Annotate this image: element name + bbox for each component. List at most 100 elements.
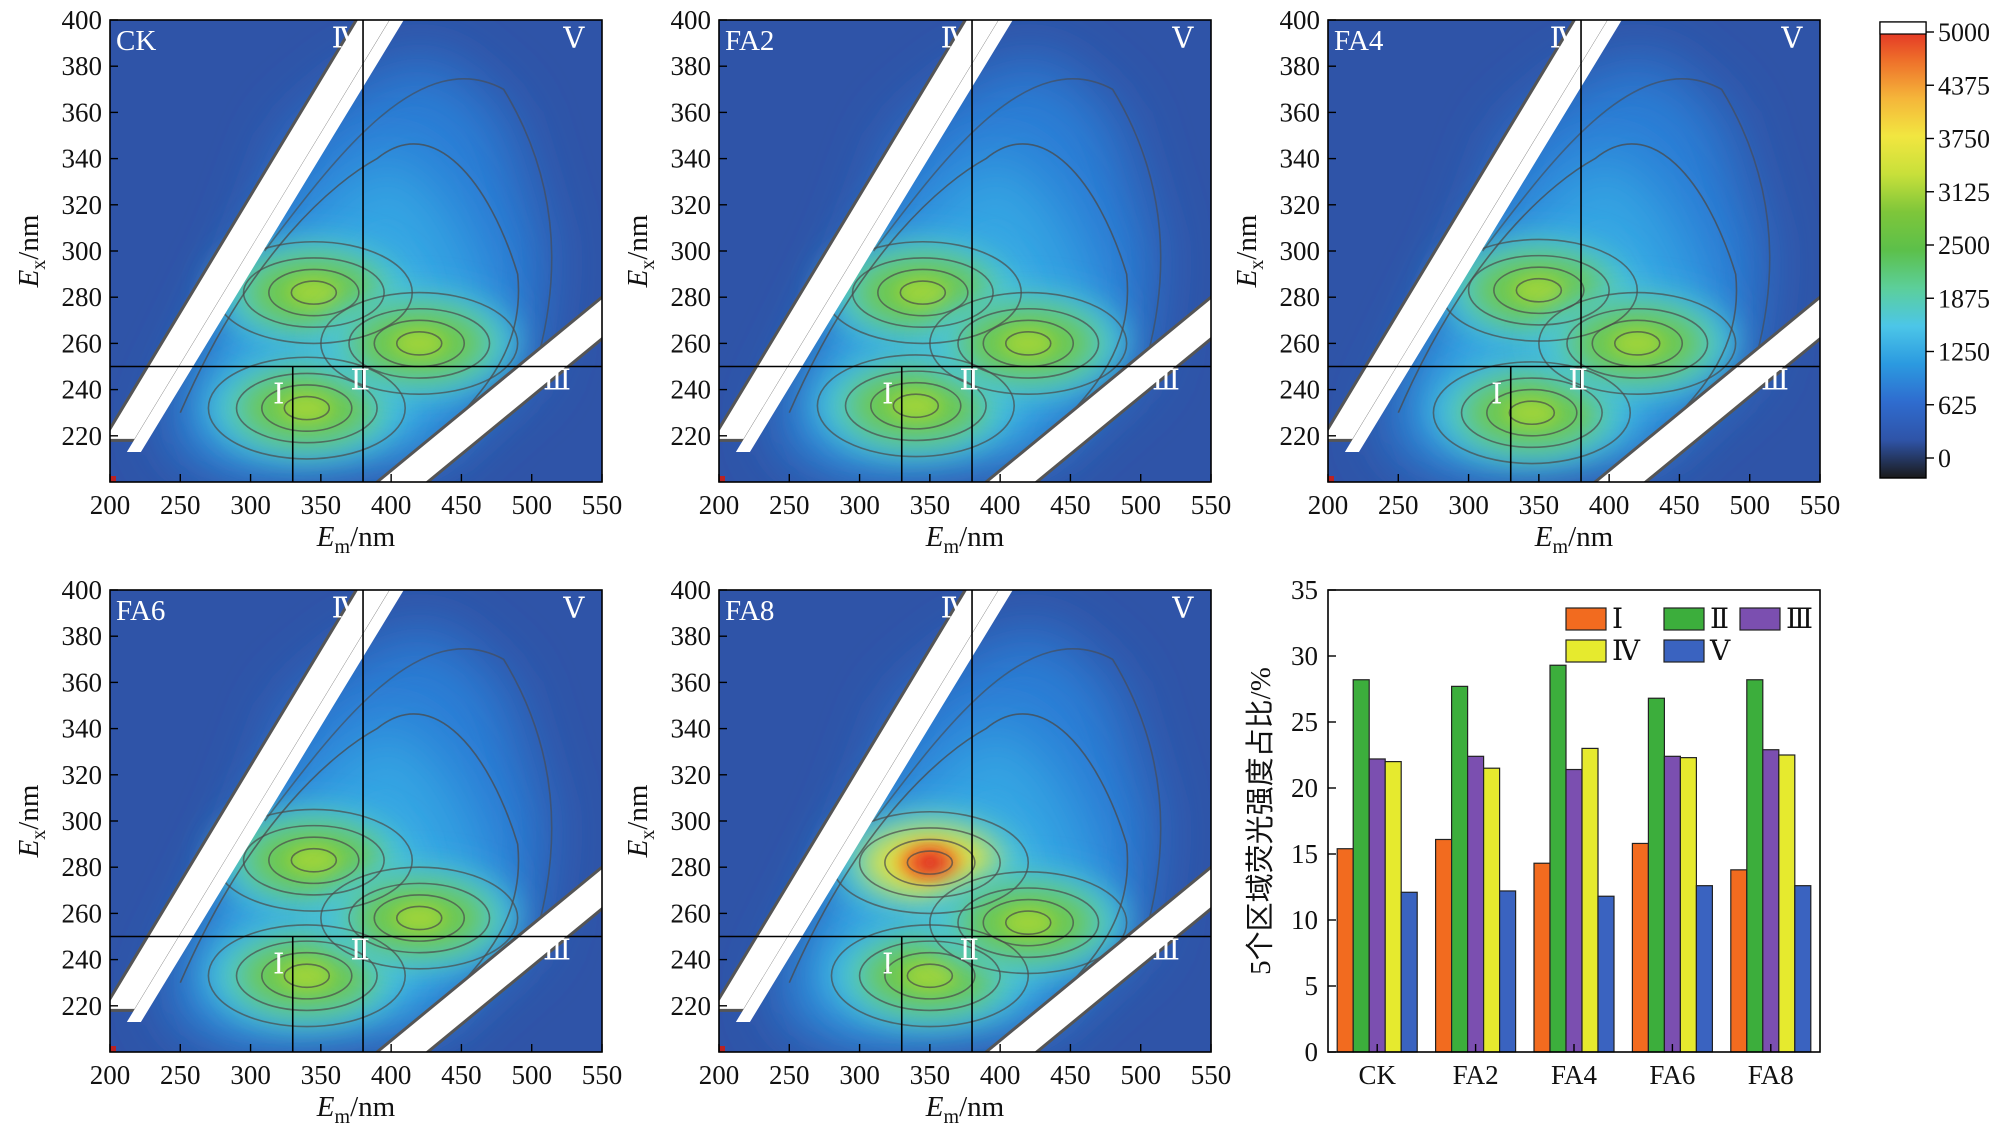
bar-y-tick-label: 25	[1291, 707, 1318, 737]
intensity-colorbar: 5000 4375 3750 3125 2500 1875 1250 625 0	[1879, 18, 1990, 479]
bar-ck-region-5	[1400, 891, 1418, 1053]
y-tick-label: 300	[671, 236, 712, 266]
bar-category-label: FA4	[1551, 1060, 1598, 1090]
y-tick-label: 400	[671, 575, 712, 605]
y-tick-label: 340	[1280, 144, 1321, 174]
panel-label: CK	[116, 25, 156, 57]
contour-line	[1566, 307, 1709, 379]
eem-panel-fa8: FA8 Ⅰ Ⅱ Ⅲ Ⅳ Ⅴ 220 240 260 280 300 320 340 360 380 400 20…	[622, 575, 1232, 1128]
y-tick-label: 280	[671, 852, 712, 882]
x-tick-label: 350	[1519, 490, 1560, 520]
y-tick-label: 380	[671, 51, 712, 81]
y-tick-label: 340	[62, 144, 103, 174]
eem-peak-core	[288, 278, 340, 307]
bar-fa2-region-3	[1466, 755, 1485, 1053]
x-tick-label: 350	[301, 490, 342, 520]
eem-panel-fa2: FA2 Ⅰ Ⅱ Ⅲ Ⅳ Ⅴ 220 240 260 280 300 320 340 360 380 400 20…	[622, 5, 1231, 558]
contour-line	[1432, 361, 1632, 465]
x-tick-label: 500	[1120, 1060, 1161, 1090]
contour-line	[1613, 331, 1661, 356]
contour-line	[1397, 143, 1738, 442]
y-tick-label: 240	[671, 945, 712, 975]
x-tick-label: 300	[1448, 490, 1489, 520]
x-tick-label: 550	[1191, 1060, 1232, 1090]
y-tick-label: 260	[62, 898, 103, 928]
x-tick-label: 450	[441, 1060, 482, 1090]
x-tick-label: 550	[582, 490, 623, 520]
contour-line	[1508, 400, 1556, 426]
bar-category-label: FA6	[1649, 1060, 1695, 1090]
y-tick-label: 380	[671, 621, 712, 651]
region-label-1: Ⅰ	[882, 378, 893, 410]
contour-line	[1004, 910, 1052, 935]
contour-line	[906, 963, 954, 989]
bar-category-label: FA8	[1748, 1060, 1794, 1090]
contour-line	[844, 370, 987, 442]
bar-fa8-region-3	[1762, 749, 1780, 1053]
legend-swatch-3	[1739, 607, 1781, 631]
contour-line	[263, 647, 553, 926]
y-tick-label: 360	[62, 97, 103, 127]
bar-fa2-region-2	[1450, 685, 1469, 1053]
y-tick-label: 400	[62, 575, 103, 605]
bar-y-tick-label: 35	[1291, 575, 1318, 605]
eem-panel-fa4: FA4 Ⅰ Ⅱ Ⅲ Ⅳ Ⅴ 220 240 260 280 300 320 340 360 380 400 20…	[1231, 5, 1840, 558]
x-axis-title: Em/nmEm/nm	[925, 521, 1005, 558]
bar-y-tick-label: 15	[1291, 839, 1318, 869]
x-axis-title: Em/nmEm/nm	[1534, 521, 1614, 558]
second-order-scatter-band	[984, 865, 1211, 1052]
eem-panel-ck: CK Ⅰ Ⅱ Ⅲ Ⅳ Ⅴ 220 240 260 280 300 320 340 360 380 400 200…	[13, 5, 623, 558]
bar-y-tick-label: 20	[1291, 773, 1318, 803]
x-tick-label: 250	[769, 1060, 810, 1090]
contour-line	[395, 905, 443, 931]
bar-fa4-region-5	[1597, 895, 1615, 1053]
eem-peak-max	[915, 853, 944, 872]
contour-line	[982, 898, 1075, 947]
colorbar-tick-label: 3750	[1938, 125, 1990, 154]
bar-ck-region-1	[1336, 848, 1354, 1053]
bar-fa8-region-1	[1730, 869, 1748, 1053]
contour-line	[395, 331, 443, 356]
second-order-scatter-band	[984, 295, 1211, 482]
eem-peak-core	[393, 329, 445, 358]
x-tick-label: 550	[582, 1060, 623, 1090]
x-axis-title: Em/nmEm/nm	[316, 1091, 396, 1128]
region-label-1: Ⅰ	[882, 948, 893, 980]
contour-line	[877, 268, 969, 317]
region-label-3: Ⅲ	[1761, 365, 1789, 397]
region-label-5: Ⅴ	[562, 23, 585, 55]
contour-line	[268, 268, 360, 317]
region-label-2: Ⅱ	[959, 935, 979, 967]
x-tick-label: 250	[769, 490, 810, 520]
colorbar-tick-label: 4375	[1938, 71, 1990, 100]
x-tick-label: 350	[301, 1060, 342, 1090]
legend-label-1: Ⅰ	[1612, 604, 1623, 635]
x-tick-label: 500	[511, 1060, 552, 1090]
corner-artifact	[719, 476, 725, 482]
eem-peak-core	[904, 961, 956, 990]
contour-line	[320, 291, 519, 396]
bar-fa6-region-3	[1663, 755, 1682, 1053]
x-tick-label: 200	[90, 1060, 131, 1090]
x-tick-label: 400	[1589, 490, 1630, 520]
y-tick-label: 240	[671, 375, 712, 405]
bar-y-tick-label: 30	[1291, 641, 1318, 671]
bar-ck-region-2	[1352, 679, 1370, 1053]
contour-line	[957, 887, 1100, 959]
y-tick-label: 400	[62, 5, 103, 35]
x-tick-label: 300	[839, 490, 880, 520]
legend-label-3: Ⅲ	[1786, 604, 1813, 635]
eem-peak-core	[890, 391, 942, 420]
region-label-4: Ⅳ	[941, 593, 971, 625]
bar-ck-region-4	[1384, 760, 1402, 1053]
region-label-3: Ⅲ	[543, 365, 571, 397]
x-tick-label: 250	[160, 1060, 201, 1090]
second-order-scatter-band	[1593, 295, 1820, 482]
y-tick-label: 320	[671, 190, 712, 220]
contour-line	[348, 882, 491, 954]
colorbar-tick-label: 1875	[1938, 284, 1990, 313]
